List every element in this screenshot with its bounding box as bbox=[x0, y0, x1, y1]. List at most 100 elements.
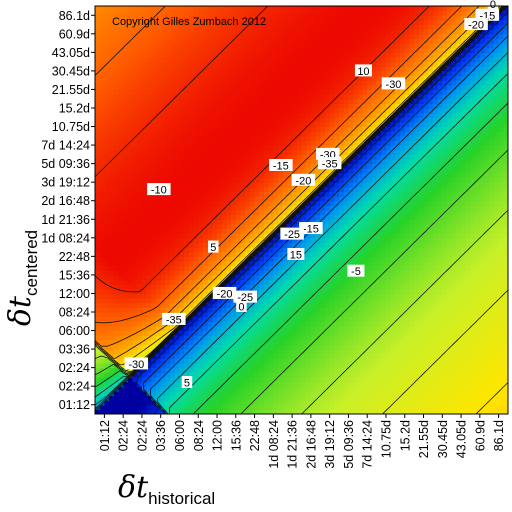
heatmap-cell bbox=[132, 47, 138, 53]
heatmap-cell bbox=[240, 57, 246, 63]
heatmap-cell bbox=[301, 145, 307, 151]
heatmap-cell bbox=[188, 196, 195, 202]
heatmap-cell bbox=[268, 219, 274, 225]
heatmap-cell bbox=[263, 200, 270, 206]
heatmap-cell bbox=[353, 400, 359, 406]
heatmap-cell bbox=[198, 154, 204, 160]
heatmap-cell bbox=[198, 400, 204, 406]
heatmap-cell bbox=[212, 372, 218, 378]
heatmap-cell bbox=[179, 335, 185, 341]
heatmap-cell bbox=[339, 298, 345, 304]
heatmap-cell bbox=[287, 344, 293, 350]
heatmap-cell bbox=[113, 191, 120, 197]
heatmap-cell bbox=[146, 196, 152, 202]
heatmap-cell bbox=[329, 293, 335, 299]
heatmap-cell bbox=[188, 89, 195, 95]
heatmap-cell bbox=[268, 404, 274, 410]
heatmap-cell bbox=[123, 159, 129, 165]
heatmap-cell bbox=[118, 316, 124, 322]
heatmap-cell bbox=[212, 409, 218, 414]
heatmap-cell bbox=[160, 251, 166, 257]
heatmap-cell bbox=[254, 89, 260, 95]
heatmap-cell bbox=[231, 191, 237, 197]
heatmap-cell bbox=[132, 200, 138, 206]
heatmap-cell bbox=[212, 256, 218, 262]
heatmap-cell bbox=[193, 247, 199, 253]
heatmap-cell bbox=[95, 191, 101, 197]
heatmap-cell bbox=[315, 182, 321, 188]
heatmap-cell bbox=[156, 233, 162, 239]
heatmap-cell bbox=[160, 177, 166, 183]
heatmap-cell bbox=[221, 367, 228, 373]
heatmap-cell bbox=[357, 325, 364, 332]
heatmap-cell bbox=[156, 57, 162, 63]
heatmap-cell bbox=[193, 70, 199, 77]
heatmap-cell bbox=[160, 159, 166, 165]
heatmap-cell bbox=[278, 293, 284, 299]
heatmap-cell bbox=[263, 279, 270, 285]
heatmap-cell bbox=[198, 145, 204, 151]
heatmap-cell bbox=[245, 284, 251, 290]
heatmap-cell bbox=[254, 404, 260, 410]
heatmap-cell bbox=[339, 274, 345, 281]
heatmap-cell bbox=[118, 228, 124, 234]
heatmap-cell bbox=[329, 307, 335, 313]
heatmap-cell bbox=[329, 233, 335, 239]
heatmap-cell bbox=[263, 349, 270, 355]
heatmap-cell bbox=[179, 29, 185, 35]
heatmap-cell bbox=[334, 349, 340, 355]
heatmap-cell bbox=[292, 376, 298, 383]
heatmap-cell bbox=[301, 38, 307, 44]
heatmap-cell bbox=[263, 80, 270, 86]
heatmap-cell bbox=[235, 200, 242, 206]
heatmap-cell bbox=[193, 353, 199, 359]
heatmap-cell bbox=[137, 98, 143, 104]
heatmap-cell bbox=[146, 145, 152, 151]
heatmap-cell bbox=[132, 270, 138, 276]
heatmap-cell bbox=[310, 108, 317, 114]
heatmap-cell bbox=[273, 256, 279, 262]
heatmap-cell bbox=[357, 159, 364, 165]
heatmap-cell bbox=[141, 386, 148, 392]
heatmap-cell bbox=[212, 344, 218, 350]
heatmap-cell bbox=[179, 395, 185, 401]
heatmap-cell bbox=[343, 363, 350, 369]
heatmap-cell bbox=[240, 80, 246, 86]
heatmap-cell bbox=[282, 242, 289, 248]
heatmap-cell bbox=[137, 186, 143, 193]
heatmap-cell bbox=[357, 168, 364, 174]
heatmap-cell bbox=[263, 66, 270, 72]
heatmap-cell bbox=[99, 103, 105, 109]
heatmap-cell bbox=[198, 98, 204, 104]
heatmap-cell bbox=[179, 265, 185, 271]
heatmap-cell bbox=[301, 103, 307, 109]
heatmap-cell bbox=[292, 43, 298, 49]
heatmap-cell bbox=[156, 376, 162, 383]
heatmap-cell bbox=[226, 381, 232, 387]
heatmap-cell bbox=[315, 24, 321, 30]
heatmap-cell bbox=[226, 121, 232, 128]
heatmap-cell bbox=[320, 386, 326, 392]
heatmap-cell bbox=[334, 140, 340, 146]
heatmap-cell bbox=[198, 75, 204, 81]
heatmap-cell bbox=[259, 15, 265, 21]
heatmap-cell bbox=[254, 302, 260, 308]
heatmap-cell bbox=[174, 247, 181, 253]
heatmap-cell bbox=[263, 367, 270, 373]
heatmap-cell bbox=[263, 121, 270, 128]
heatmap-cell bbox=[118, 409, 124, 414]
heatmap-cell bbox=[320, 307, 326, 313]
heatmap-cell bbox=[137, 168, 143, 174]
heatmap-cell bbox=[287, 10, 293, 16]
heatmap-cell bbox=[329, 84, 335, 91]
heatmap-cell bbox=[254, 186, 260, 193]
heatmap-cell bbox=[273, 312, 279, 318]
heatmap-cell bbox=[174, 135, 181, 142]
heatmap-cell bbox=[179, 47, 185, 53]
heatmap-cell bbox=[282, 149, 289, 155]
heatmap-cell bbox=[343, 103, 350, 109]
heatmap-cell bbox=[160, 307, 166, 313]
heatmap-cell bbox=[137, 84, 143, 91]
heatmap-cell bbox=[198, 43, 204, 49]
heatmap-cell bbox=[217, 159, 223, 165]
